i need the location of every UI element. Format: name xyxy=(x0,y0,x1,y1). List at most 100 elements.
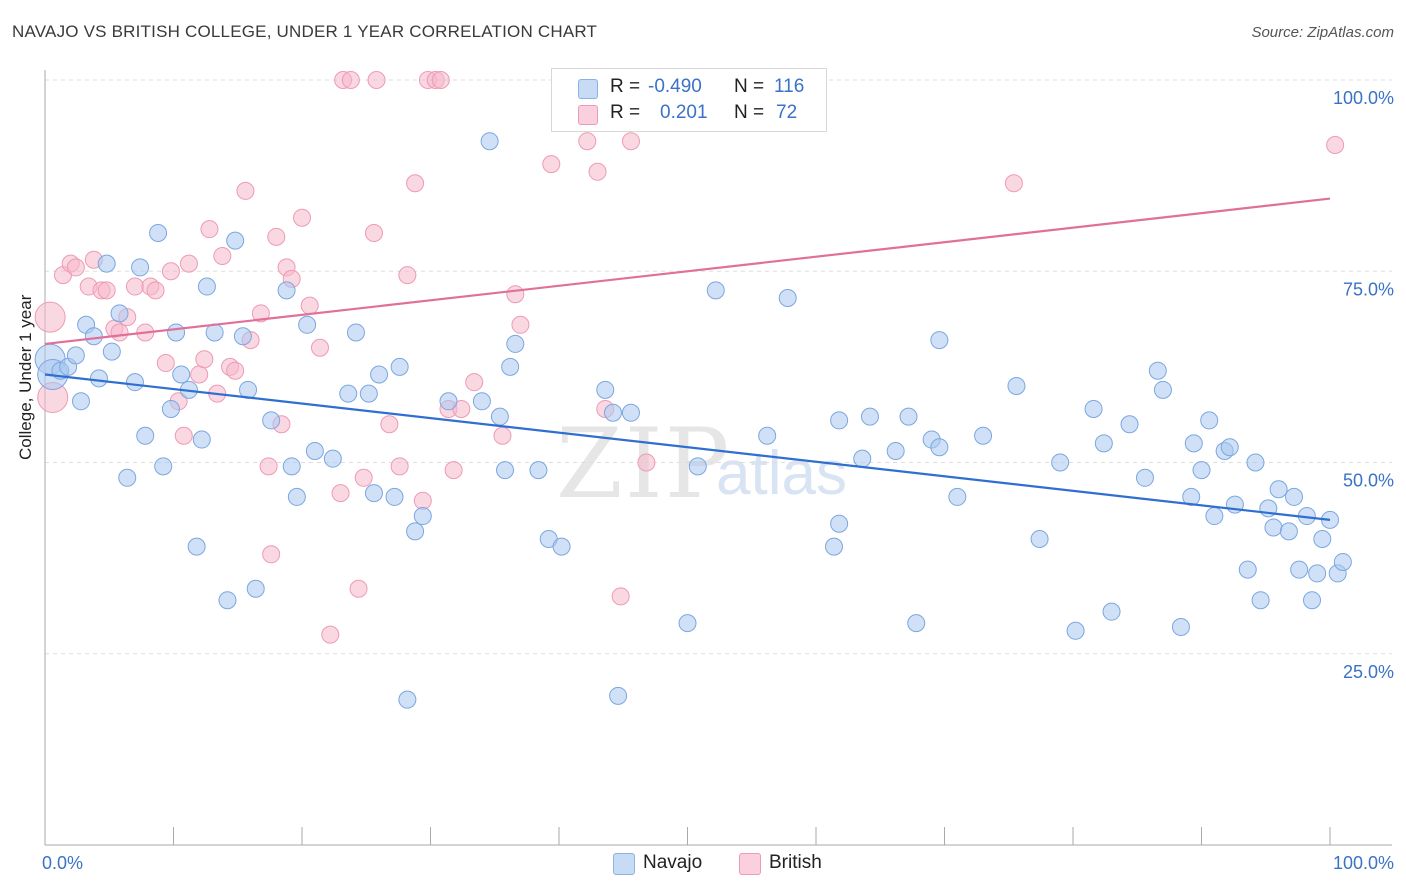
navajo-point-15 xyxy=(136,426,155,445)
navajo-point-63 xyxy=(688,457,707,476)
chart-title: NAVAJO VS BRITISH COLLEGE, UNDER 1 YEAR … xyxy=(12,22,598,41)
navajo-point-69 xyxy=(830,411,849,430)
navajo-point-49 xyxy=(472,392,491,411)
navajo-point-7 xyxy=(84,327,103,346)
navajo-point-61 xyxy=(621,403,640,422)
navajo-point-80 xyxy=(1007,377,1026,395)
navajo-point-54 xyxy=(506,334,525,353)
british-point-59 xyxy=(465,373,484,392)
navajo-point-52 xyxy=(496,461,515,480)
british-point-25 xyxy=(213,246,232,265)
navajo-point-65 xyxy=(758,426,777,445)
navajo-point-36 xyxy=(305,442,324,461)
british-point-8 xyxy=(97,281,116,300)
british-point-71 xyxy=(1326,136,1345,155)
british-trend-line xyxy=(44,197,1331,346)
grid-lines xyxy=(45,79,1392,655)
navajo-legend-label: Navajo xyxy=(643,852,703,873)
legend-navajo-r-value: -0.490 xyxy=(648,76,702,97)
british-point-44 xyxy=(349,579,368,598)
navajo-point-67 xyxy=(824,537,843,556)
navajo-point-106 xyxy=(1279,522,1298,541)
british-point-15 xyxy=(146,281,165,300)
navajo-point-90 xyxy=(1153,380,1172,399)
british-point-4 xyxy=(66,258,85,277)
british-point-30 xyxy=(251,304,270,323)
british-point-37 xyxy=(293,208,311,227)
british-point-17 xyxy=(161,262,180,281)
navajo-point-81 xyxy=(1030,530,1049,548)
navajo-point-23 xyxy=(192,430,211,449)
navajo-point-53 xyxy=(501,357,520,376)
british-point-32 xyxy=(262,545,281,564)
legend-navajo-r-label: R = xyxy=(610,76,641,97)
navajo-point-55 xyxy=(529,461,548,480)
watermark-atlas: atlas xyxy=(716,439,847,508)
british-point-33 xyxy=(267,227,286,246)
british-point-63 xyxy=(542,155,561,174)
navajo-point-77 xyxy=(930,331,949,350)
navajo-point-66 xyxy=(778,289,797,308)
navajo-point-34 xyxy=(287,487,306,506)
navajo-point-13 xyxy=(125,373,144,392)
navajo-point-83 xyxy=(1066,621,1085,640)
british-point-50 xyxy=(398,266,417,285)
navajo-point-38 xyxy=(339,384,358,403)
navajo-point-14 xyxy=(131,258,150,277)
british-point-64 xyxy=(578,132,597,151)
navajo-point-108 xyxy=(1290,560,1309,579)
navajo-point-73 xyxy=(899,407,918,426)
navajo-point-102 xyxy=(1251,591,1270,610)
navajo-point-82 xyxy=(1051,453,1070,472)
navajo-point-115 xyxy=(1333,552,1352,571)
x-tick-label-0: 0.0% xyxy=(42,853,83,873)
navajo-point-16 xyxy=(149,224,168,242)
y-tick-label-0: 25.0% xyxy=(1343,662,1394,682)
british-point-61 xyxy=(506,285,525,304)
navajo-point-107 xyxy=(1285,487,1304,506)
navajo-point-43 xyxy=(385,487,404,506)
navajo-point-32 xyxy=(277,281,296,300)
british-point-62 xyxy=(511,315,530,334)
navajo-point-27 xyxy=(226,231,245,250)
legend-british-r-value: 0.201 xyxy=(660,102,708,123)
navajo-point-8 xyxy=(89,369,108,388)
navajo-point-4 xyxy=(66,346,85,365)
british-point-23 xyxy=(200,220,219,239)
navajo-point-37 xyxy=(323,449,342,468)
british-point-51 xyxy=(406,174,425,193)
navajo-point-31 xyxy=(262,411,281,430)
navajo-point-95 xyxy=(1200,411,1219,430)
british-point-31 xyxy=(259,457,278,476)
trend-lines xyxy=(44,197,1331,521)
y-tick-label-1: 50.0% xyxy=(1343,471,1394,491)
british-point-28 xyxy=(236,181,255,200)
british-point-43 xyxy=(341,71,360,89)
british-point-46 xyxy=(364,224,383,242)
correlation-legend: R = -0.490 N = 116 R = 0.201 N = 72 xyxy=(551,68,827,132)
british-point-48 xyxy=(380,415,399,434)
axes xyxy=(44,70,1392,846)
navajo-point-57 xyxy=(552,537,571,556)
navajo-point-41 xyxy=(364,484,383,503)
navajo-point-48 xyxy=(439,392,458,411)
navajo-point-26 xyxy=(218,591,237,610)
navajo-point-51 xyxy=(490,407,509,426)
navajo-point-105 xyxy=(1269,480,1288,499)
british-point-70 xyxy=(1004,174,1023,193)
legend-british-n-value: 72 xyxy=(776,102,798,123)
british-point-39 xyxy=(310,338,329,357)
navajo-point-33 xyxy=(282,457,301,476)
british-swatch xyxy=(578,105,598,125)
navajo-point-9 xyxy=(97,254,116,273)
navajo-point-24 xyxy=(197,277,216,296)
navajo-point-12 xyxy=(118,468,137,487)
navajo-point-30 xyxy=(246,579,265,598)
navajo-point-100 xyxy=(1238,560,1257,579)
british-point-16 xyxy=(156,354,175,373)
chart-source: Source: ZipAtlas.com xyxy=(1251,24,1394,41)
british-point-40 xyxy=(321,625,340,644)
british-point-12 xyxy=(125,277,144,296)
british-point-69 xyxy=(637,453,656,472)
